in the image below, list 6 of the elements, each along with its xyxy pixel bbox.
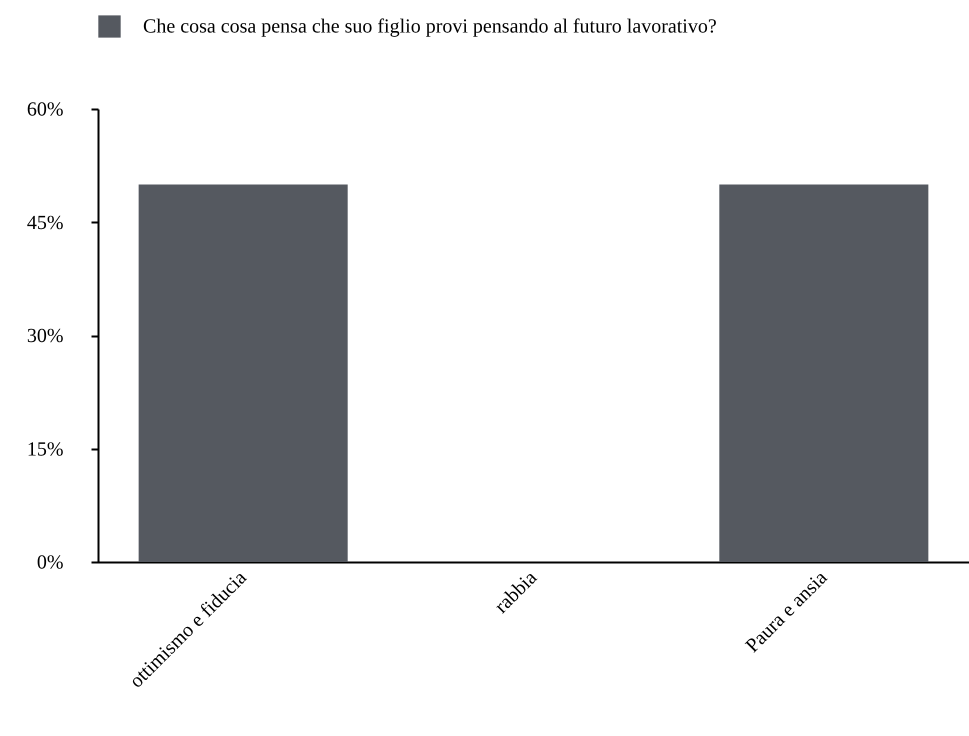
legend-label: Che cosa cosa pensa che suo figlio provi pensando al futuro lavorativo? <box>143 16 717 38</box>
y-tick-label: 45% <box>26 212 64 234</box>
y-tick-label: 60% <box>26 98 64 120</box>
y-tick-label: 0% <box>36 552 64 574</box>
y-tick-label: 30% <box>26 325 64 347</box>
y-tick-label: 15% <box>26 438 64 460</box>
